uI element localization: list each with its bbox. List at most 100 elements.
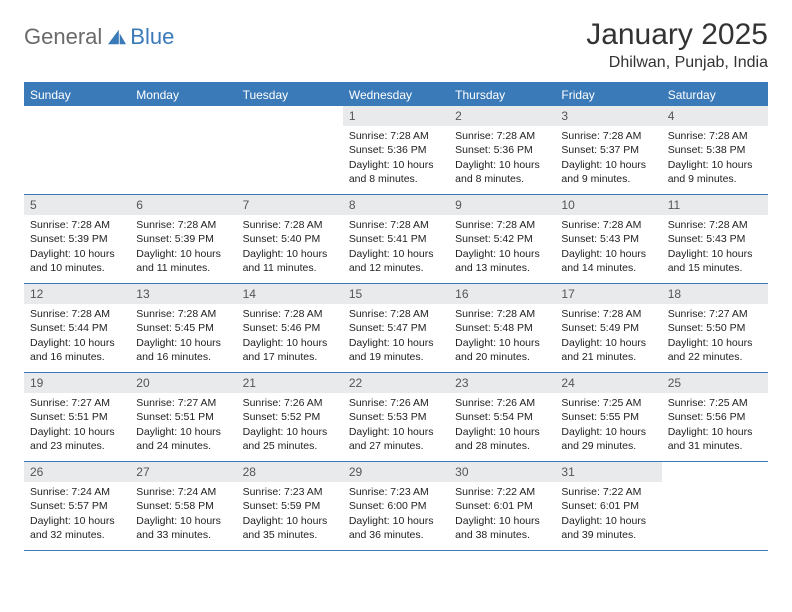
calendar-cell: 10Sunrise: 7:28 AMSunset: 5:43 PMDayligh… [555,195,661,283]
daylight-line: Daylight: 10 hours and 16 minutes. [30,336,124,364]
sunrise-line: Sunrise: 7:28 AM [349,218,443,232]
day-number: 8 [343,195,449,215]
weekday-header: Thursday [449,84,555,106]
calendar-cell: 29Sunrise: 7:23 AMSunset: 6:00 PMDayligh… [343,462,449,550]
calendar-cell: 19Sunrise: 7:27 AMSunset: 5:51 PMDayligh… [24,373,130,461]
sunset-line: Sunset: 6:01 PM [455,499,549,513]
daylight-line: Daylight: 10 hours and 8 minutes. [349,158,443,186]
sunrise-line: Sunrise: 7:28 AM [243,307,337,321]
day-details: Sunrise: 7:23 AMSunset: 6:00 PMDaylight:… [343,482,449,548]
brand-text-2: Blue [130,24,174,50]
location-text: Dhilwan, Punjab, India [586,54,768,72]
sunrise-line: Sunrise: 7:22 AM [455,485,549,499]
sunrise-line: Sunrise: 7:23 AM [349,485,443,499]
daylight-line: Daylight: 10 hours and 13 minutes. [455,247,549,275]
header: General Blue January 2025 Dhilwan, Punja… [24,18,768,72]
daylight-line: Daylight: 10 hours and 23 minutes. [30,425,124,453]
month-title: January 2025 [586,18,768,52]
day-details [662,482,768,491]
day-number: 11 [662,195,768,215]
sunset-line: Sunset: 5:56 PM [668,410,762,424]
day-details: Sunrise: 7:22 AMSunset: 6:01 PMDaylight:… [449,482,555,548]
day-details: Sunrise: 7:28 AMSunset: 5:43 PMDaylight:… [555,215,661,281]
calendar-cell: 21Sunrise: 7:26 AMSunset: 5:52 PMDayligh… [237,373,343,461]
sunset-line: Sunset: 5:39 PM [30,232,124,246]
sunrise-line: Sunrise: 7:28 AM [30,307,124,321]
daylight-line: Daylight: 10 hours and 38 minutes. [455,514,549,542]
day-number: 27 [130,462,236,482]
calendar-cell: 27Sunrise: 7:24 AMSunset: 5:58 PMDayligh… [130,462,236,550]
sunset-line: Sunset: 5:51 PM [30,410,124,424]
day-details: Sunrise: 7:27 AMSunset: 5:51 PMDaylight:… [130,393,236,459]
day-details: Sunrise: 7:28 AMSunset: 5:39 PMDaylight:… [24,215,130,281]
calendar-cell: 25Sunrise: 7:25 AMSunset: 5:56 PMDayligh… [662,373,768,461]
calendar-cell: 2Sunrise: 7:28 AMSunset: 5:36 PMDaylight… [449,106,555,194]
sunset-line: Sunset: 5:52 PM [243,410,337,424]
calendar-cell: 12Sunrise: 7:28 AMSunset: 5:44 PMDayligh… [24,284,130,372]
day-number: 10 [555,195,661,215]
daylight-line: Daylight: 10 hours and 39 minutes. [561,514,655,542]
sunrise-line: Sunrise: 7:24 AM [30,485,124,499]
calendar-cell [130,106,236,194]
day-details: Sunrise: 7:25 AMSunset: 5:55 PMDaylight:… [555,393,661,459]
calendar-cell: 16Sunrise: 7:28 AMSunset: 5:48 PMDayligh… [449,284,555,372]
day-number: 3 [555,106,661,126]
calendar-cell: 9Sunrise: 7:28 AMSunset: 5:42 PMDaylight… [449,195,555,283]
day-details: Sunrise: 7:27 AMSunset: 5:51 PMDaylight:… [24,393,130,459]
sunset-line: Sunset: 5:41 PM [349,232,443,246]
weekday-header: Tuesday [237,84,343,106]
day-number: 4 [662,106,768,126]
sunset-line: Sunset: 5:43 PM [668,232,762,246]
sunset-line: Sunset: 5:51 PM [136,410,230,424]
calendar-cell: 22Sunrise: 7:26 AMSunset: 5:53 PMDayligh… [343,373,449,461]
weekday-header: Monday [130,84,236,106]
sunset-line: Sunset: 5:40 PM [243,232,337,246]
calendar-cell: 3Sunrise: 7:28 AMSunset: 5:37 PMDaylight… [555,106,661,194]
weekday-header: Sunday [24,84,130,106]
day-number [130,106,236,126]
day-details: Sunrise: 7:27 AMSunset: 5:50 PMDaylight:… [662,304,768,370]
day-number: 9 [449,195,555,215]
calendar-cell: 4Sunrise: 7:28 AMSunset: 5:38 PMDaylight… [662,106,768,194]
calendar-cell: 14Sunrise: 7:28 AMSunset: 5:46 PMDayligh… [237,284,343,372]
calendar-row: 12Sunrise: 7:28 AMSunset: 5:44 PMDayligh… [24,284,768,373]
day-number [237,106,343,126]
sunset-line: Sunset: 6:00 PM [349,499,443,513]
calendar-cell: 5Sunrise: 7:28 AMSunset: 5:39 PMDaylight… [24,195,130,283]
day-number: 18 [662,284,768,304]
sunset-line: Sunset: 6:01 PM [561,499,655,513]
daylight-line: Daylight: 10 hours and 17 minutes. [243,336,337,364]
calendar-cell: 11Sunrise: 7:28 AMSunset: 5:43 PMDayligh… [662,195,768,283]
daylight-line: Daylight: 10 hours and 11 minutes. [136,247,230,275]
sunrise-line: Sunrise: 7:28 AM [561,307,655,321]
sunrise-line: Sunrise: 7:23 AM [243,485,337,499]
sunrise-line: Sunrise: 7:28 AM [561,218,655,232]
day-number: 7 [237,195,343,215]
day-details [24,126,130,135]
calendar-cell: 28Sunrise: 7:23 AMSunset: 5:59 PMDayligh… [237,462,343,550]
calendar-cell: 17Sunrise: 7:28 AMSunset: 5:49 PMDayligh… [555,284,661,372]
daylight-line: Daylight: 10 hours and 21 minutes. [561,336,655,364]
sunset-line: Sunset: 5:37 PM [561,143,655,157]
daylight-line: Daylight: 10 hours and 28 minutes. [455,425,549,453]
sunset-line: Sunset: 5:49 PM [561,321,655,335]
sunset-line: Sunset: 5:36 PM [349,143,443,157]
calendar-page: General Blue January 2025 Dhilwan, Punja… [0,0,792,569]
calendar-cell [24,106,130,194]
sunrise-line: Sunrise: 7:27 AM [668,307,762,321]
sunrise-line: Sunrise: 7:28 AM [455,129,549,143]
calendar-body: 1Sunrise: 7:28 AMSunset: 5:36 PMDaylight… [24,106,768,551]
day-number: 30 [449,462,555,482]
brand-text-1: General [24,24,102,50]
calendar-cell: 26Sunrise: 7:24 AMSunset: 5:57 PMDayligh… [24,462,130,550]
daylight-line: Daylight: 10 hours and 25 minutes. [243,425,337,453]
calendar-row: 26Sunrise: 7:24 AMSunset: 5:57 PMDayligh… [24,462,768,551]
daylight-line: Daylight: 10 hours and 10 minutes. [30,247,124,275]
daylight-line: Daylight: 10 hours and 8 minutes. [455,158,549,186]
daylight-line: Daylight: 10 hours and 29 minutes. [561,425,655,453]
day-details: Sunrise: 7:28 AMSunset: 5:40 PMDaylight:… [237,215,343,281]
sunrise-line: Sunrise: 7:28 AM [243,218,337,232]
sunrise-line: Sunrise: 7:25 AM [561,396,655,410]
sunset-line: Sunset: 5:46 PM [243,321,337,335]
daylight-line: Daylight: 10 hours and 19 minutes. [349,336,443,364]
